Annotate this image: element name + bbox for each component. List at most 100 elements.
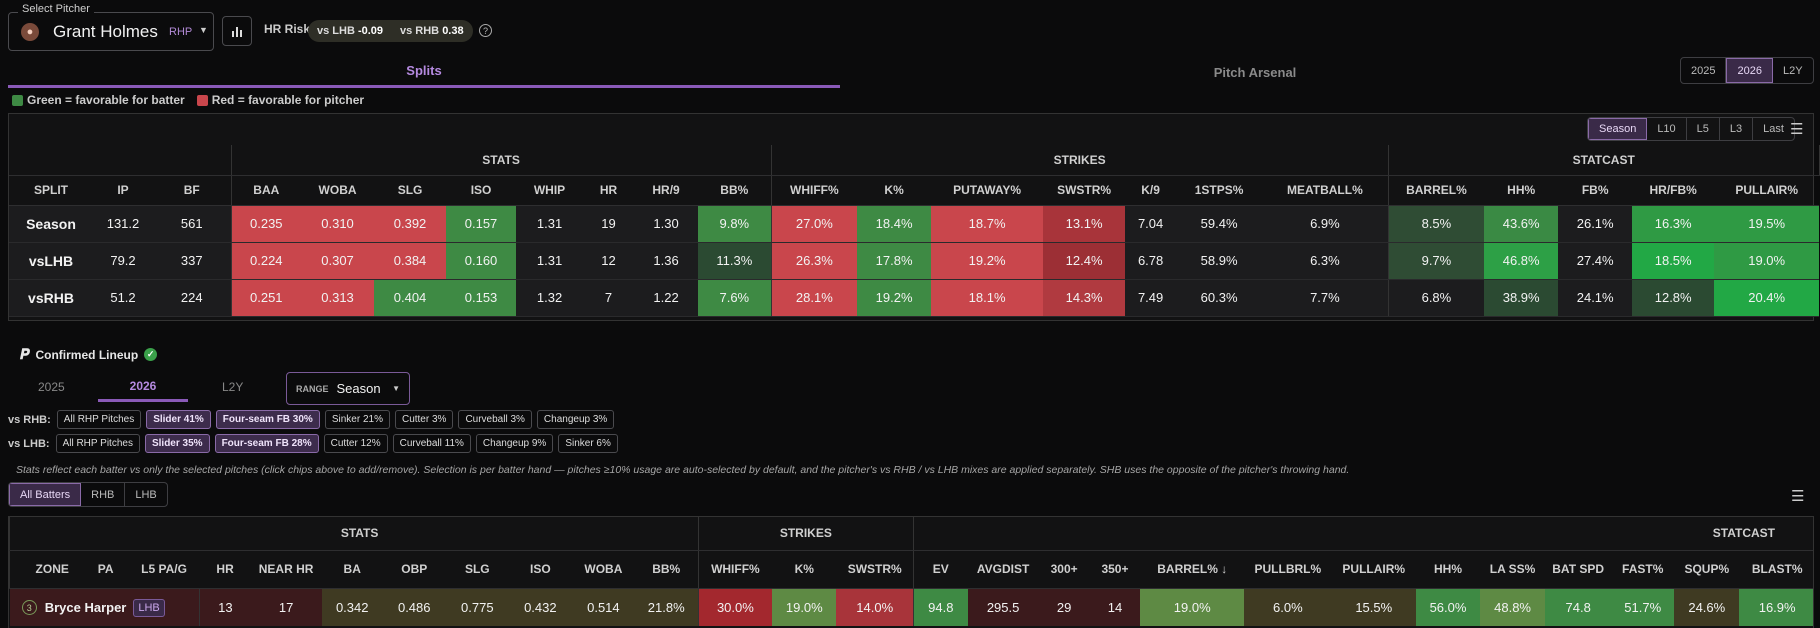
batter-name[interactable]: Bryce Harper [44, 600, 127, 616]
legend-green: Green = favorable for batter [27, 93, 185, 107]
col-header-woba[interactable]: WOBA [571, 550, 635, 589]
lineup-year-2025[interactable]: 2025 [38, 380, 65, 394]
col-header-bf[interactable]: BF [153, 175, 232, 206]
filter-rhb[interactable]: RHB [81, 483, 126, 506]
col-header-hh[interactable]: HH% [1484, 175, 1559, 206]
cell-k: 19.2% [857, 279, 932, 317]
col-header-pa[interactable]: PA [82, 550, 129, 589]
col-header-split[interactable]: SPLIT [9, 175, 93, 206]
period-l3[interactable]: L3 [1720, 118, 1754, 140]
hr-risk-lhb: vs LHB -0.09 [308, 20, 394, 42]
hr-risk-rhb-label: vs RHB [400, 25, 440, 37]
col-header-iso[interactable]: ISO [508, 550, 572, 589]
filter-all-batters[interactable]: All Batters [9, 483, 82, 506]
col-header-whiff[interactable]: WHIFF% [697, 550, 773, 589]
col-header-putaway[interactable]: PUTAWAY% [931, 175, 1044, 206]
col-header-barrel[interactable]: BARREL% [1387, 175, 1485, 206]
col-header-k[interactable]: K% [772, 550, 837, 589]
col-header-1stps[interactable]: 1STPS% [1176, 175, 1263, 206]
range-select[interactable]: RANGE Season ▼ [286, 372, 410, 405]
cell-whiff: 28.1% [770, 279, 858, 317]
col-header-hh[interactable]: HH% [1415, 550, 1481, 589]
chevron-down-icon: ▼ [199, 25, 208, 35]
col-header-k[interactable]: K% [857, 175, 932, 206]
tab-pitch-arsenal[interactable]: Pitch Arsenal [1213, 64, 1297, 80]
col-header-swstr[interactable]: SWSTR% [1043, 175, 1126, 206]
col-header-bb[interactable]: BB% [698, 175, 772, 206]
pitch-chip-curveball-11[interactable]: Curveball 11% [392, 434, 471, 453]
chart-button[interactable] [222, 16, 252, 46]
pitcher-select[interactable]: ● Grant Holmes RHP ▼ [8, 12, 214, 51]
col-header-barrel[interactable]: BARREL% ↓ [1140, 550, 1245, 589]
col-header-iso[interactable]: ISO [446, 175, 517, 206]
batter-cell[interactable]: 3 Bryce Harper LHB [21, 588, 200, 626]
col-header-l5-pa-g[interactable]: L5 PA/G [128, 550, 200, 589]
lineup-year-l2y[interactable]: L2Y [222, 380, 244, 394]
lineup-year-2026[interactable]: 2026 [98, 372, 188, 402]
col-header-k-9[interactable]: K/9 [1125, 175, 1177, 206]
cell-meatball: 6.9% [1262, 205, 1389, 243]
period-l5[interactable]: L5 [1687, 118, 1720, 140]
col-header-slg[interactable]: SLG [374, 175, 447, 206]
pitch-chip-cutter-3[interactable]: Cutter 3% [394, 410, 454, 429]
col-header-bb[interactable]: BB% [634, 550, 699, 589]
pitch-chip-curveball-3[interactable]: Curveball 3% [458, 410, 532, 429]
col-header-hr[interactable]: HR [583, 175, 635, 206]
pitch-chip-sinker-21[interactable]: Sinker 21% [324, 410, 390, 429]
group-statcast: STATCAST [1387, 145, 1820, 176]
settings-sliders-icon[interactable]: ☰ [1790, 121, 1804, 138]
year-2025[interactable]: 2025 [1681, 58, 1727, 83]
col-header-baa[interactable]: BAA [230, 175, 302, 206]
col-header-meatball[interactable]: MEATBALL% [1262, 175, 1389, 206]
col-header-fast[interactable]: FAST% [1611, 550, 1675, 589]
col-header-blast[interactable]: BLAST% [1739, 550, 1813, 589]
col-header-swstr[interactable]: SWSTR% [836, 550, 914, 589]
col-header-la-ss[interactable]: LA SS% [1480, 550, 1546, 589]
col-header-zone[interactable]: ZONE [21, 550, 83, 589]
cell-hr: 7 [583, 279, 635, 317]
col-header-whip[interactable]: WHIP [516, 175, 584, 206]
pitch-chip-changeup-9[interactable]: Changeup 9% [475, 434, 554, 453]
col-header-ev[interactable]: EV [913, 550, 968, 589]
pitch-chip-all-rhp-pitches[interactable]: All RHP Pitches [56, 410, 142, 429]
filter-lhb[interactable]: LHB [135, 488, 157, 501]
col-header-whiff[interactable]: WHIFF% [770, 175, 858, 206]
pitch-chip-slider-35[interactable]: Slider 35% [144, 434, 210, 453]
pitch-chip-slider-41[interactable]: Slider 41% [146, 410, 211, 429]
period-season[interactable]: Season [1588, 118, 1648, 140]
pitch-chip-all-rhp-pitches[interactable]: All RHP Pitches [55, 434, 140, 453]
col-header-avgdist[interactable]: AVGDIST [967, 550, 1039, 589]
col-header-350[interactable]: 350+ [1089, 550, 1141, 589]
col-header-obp[interactable]: OBP [382, 550, 446, 589]
col-header-hr-9[interactable]: HR/9 [634, 175, 699, 206]
settings-sliders-icon[interactable]: ☰ [1791, 488, 1805, 505]
col-header-fb[interactable]: FB% [1558, 175, 1633, 206]
year-l2y[interactable]: L2Y [1782, 64, 1803, 77]
pitch-chip-four-seam-fb-30[interactable]: Four-seam FB 30% [215, 410, 320, 429]
col-header-woba[interactable]: WOBA [301, 175, 375, 206]
table-row[interactable]: 3 Bryce Harper LHB 13 17 0.342 0.486 0.775 0.432… [9, 588, 1813, 626]
col-header-hr[interactable]: HR [199, 550, 251, 589]
col-header-hr-fb[interactable]: HR/FB% [1632, 175, 1715, 206]
cell-hr-9: 1.36 [634, 242, 699, 280]
pitch-chip-changeup-3[interactable]: Changeup 3% [536, 410, 615, 429]
pitch-chip-sinker-6[interactable]: Sinker 6% [558, 434, 618, 453]
col-header-bat-spd[interactable]: BAT SPD [1545, 550, 1612, 589]
col-header-pullair[interactable]: PULLAIR% [1331, 550, 1416, 589]
help-icon[interactable]: ? [479, 24, 492, 37]
col-header-pullair[interactable]: PULLAIR% [1714, 175, 1820, 206]
col-header-ip[interactable]: IP [93, 175, 153, 206]
col-header-slg[interactable]: SLG [445, 550, 509, 589]
col-header-near-hr[interactable]: NEAR HR [250, 550, 322, 589]
col-header-300[interactable]: 300+ [1038, 550, 1090, 589]
year-2026[interactable]: 2026 [1726, 58, 1773, 83]
col-header-squp[interactable]: SQUP% [1674, 550, 1740, 589]
cell-baa: 0.224 [230, 242, 302, 280]
col-header-ba[interactable]: BA [321, 550, 383, 589]
period-last[interactable]: Last [1763, 123, 1784, 135]
tab-splits[interactable]: Splits [8, 56, 840, 88]
period-l10[interactable]: L10 [1647, 118, 1687, 140]
pitch-chip-cutter-12[interactable]: Cutter 12% [323, 434, 388, 453]
pitch-chip-four-seam-fb-28[interactable]: Four-seam FB 28% [214, 434, 319, 453]
col-header-pullbrl[interactable]: PULLBRL% [1244, 550, 1332, 589]
